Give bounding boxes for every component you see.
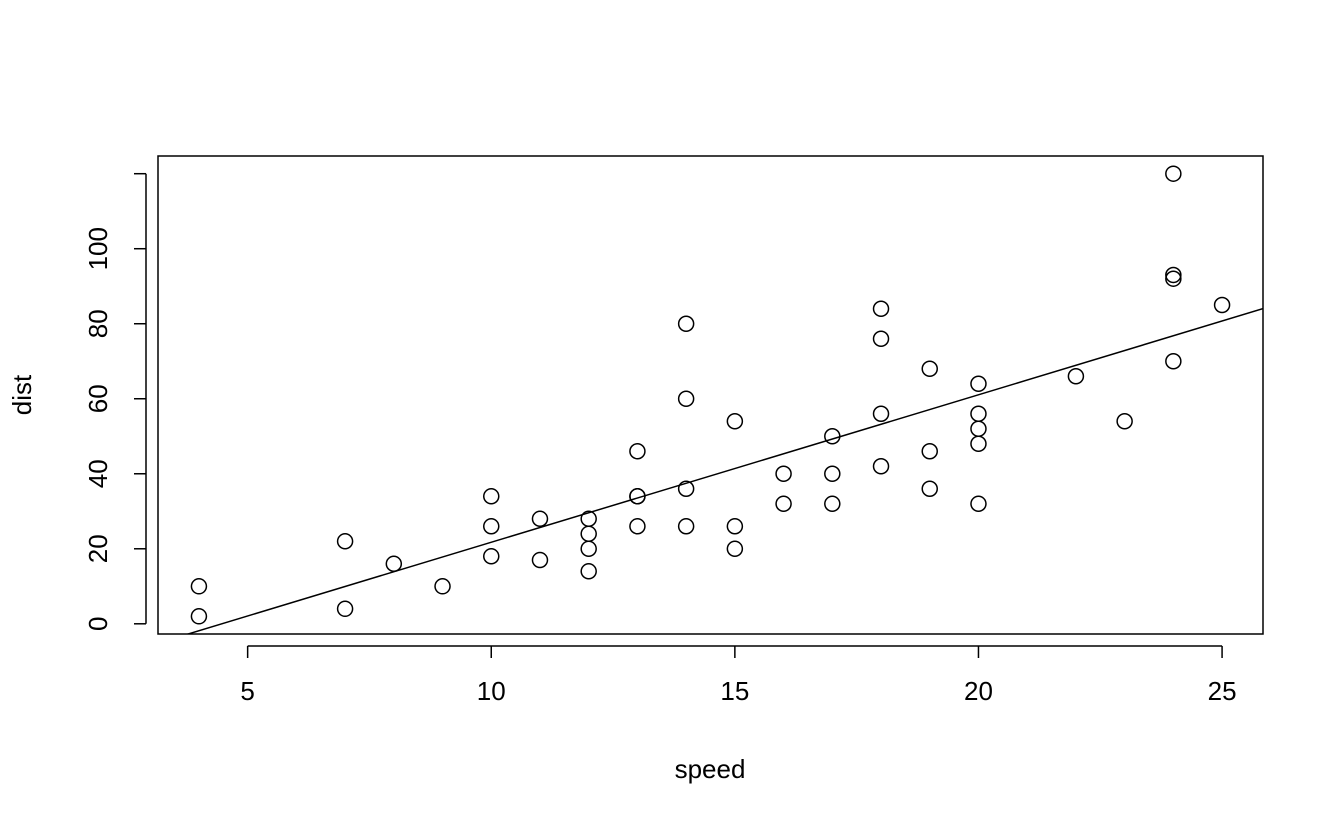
point (580, 510, 597, 528)
point (1213, 296, 1231, 314)
point (336, 533, 354, 550)
point (1165, 270, 1182, 287)
point (677, 390, 695, 408)
point (190, 578, 208, 595)
point (1067, 367, 1085, 385)
point (1165, 165, 1182, 182)
x-tick-label: 15 (720, 676, 749, 706)
point (580, 563, 597, 580)
point (970, 420, 987, 438)
x-tick-label: 10 (477, 676, 506, 706)
y-tick-label: 60 (83, 384, 113, 413)
point (677, 315, 695, 332)
y-tick-label: 40 (83, 459, 113, 488)
point (677, 518, 695, 535)
point (483, 488, 500, 505)
x-tick-label: 20 (964, 676, 993, 706)
point (726, 413, 744, 430)
point (580, 525, 597, 543)
point (336, 600, 354, 618)
y-tick-label: 100 (83, 227, 113, 270)
point (1165, 352, 1182, 370)
point (872, 405, 890, 423)
point (726, 518, 744, 535)
x-tick-label: 5 (240, 676, 254, 706)
point (775, 465, 792, 483)
point (970, 375, 987, 392)
point (921, 443, 938, 460)
point (970, 435, 987, 453)
point (629, 518, 646, 535)
point (921, 360, 938, 377)
point (531, 551, 549, 569)
point (872, 458, 890, 475)
point (824, 465, 841, 483)
point (921, 480, 938, 498)
point (775, 495, 792, 513)
point (483, 518, 500, 535)
point (434, 578, 451, 595)
point (385, 555, 403, 573)
fit-line (185, 307, 1263, 634)
point (726, 540, 744, 558)
point (190, 608, 208, 625)
x-tick-label: 25 (1208, 676, 1237, 706)
point (824, 495, 841, 513)
point (483, 548, 500, 565)
x-axis-label: speed (675, 754, 746, 784)
point (629, 443, 646, 460)
point (824, 428, 841, 445)
point (970, 405, 987, 423)
y-tick-label: 0 (83, 617, 113, 631)
point (677, 480, 695, 498)
y-tick-label: 80 (83, 309, 113, 338)
point (1116, 413, 1133, 430)
y-tick-label: 20 (83, 534, 113, 563)
point (872, 300, 890, 317)
point (970, 495, 987, 513)
point (531, 510, 549, 528)
point (1165, 266, 1182, 284)
y-axis-label: dist (7, 374, 37, 415)
point (580, 540, 597, 558)
plot-box (157, 155, 1264, 635)
point (872, 330, 890, 347)
